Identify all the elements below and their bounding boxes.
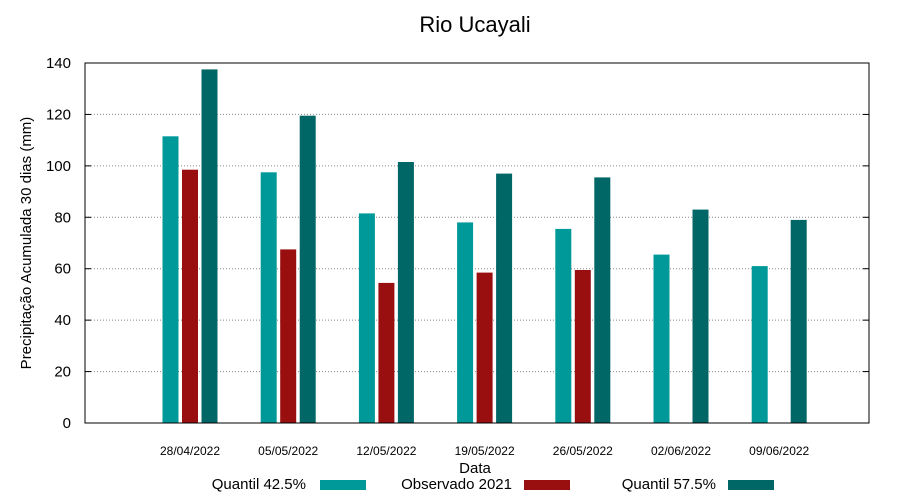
plot-frame <box>84 62 870 424</box>
legend-swatch-1 <box>524 480 570 490</box>
y-tick-label: 40 <box>54 312 71 329</box>
x-tick-label: 26/05/2022 <box>553 444 613 458</box>
bar-1-2 <box>378 282 395 423</box>
legend-swatch-2 <box>728 480 774 490</box>
bar-0-4 <box>555 228 572 423</box>
legend-swatch-0 <box>320 480 366 490</box>
legend-label-0: Quantil 42.5% <box>212 476 306 493</box>
bar-2-5 <box>692 209 709 423</box>
bar-1-0 <box>182 169 198 423</box>
y-tick-label: 120 <box>46 106 71 123</box>
x-tick-label: 12/05/2022 <box>356 444 416 458</box>
bar-2-0 <box>201 69 218 424</box>
bar-2-4 <box>594 177 611 423</box>
legend-label-1: Observado 2021 <box>401 476 512 493</box>
bar-0-3 <box>457 222 474 423</box>
x-tick-label: 19/05/2022 <box>455 444 515 458</box>
x-tick-label: 02/06/2022 <box>651 444 711 458</box>
y-axis-ticks: 0 20 40 60 80 100 120 140 <box>46 55 869 432</box>
y-tick-label: 80 <box>54 209 71 226</box>
bar-0-1 <box>260 172 277 423</box>
x-axis-label: Data <box>459 460 491 477</box>
y-tick-label: 60 <box>54 261 71 278</box>
y-tick-label: 20 <box>54 364 71 381</box>
bar-0-0 <box>162 136 179 424</box>
y-tick-label: 140 <box>46 55 71 72</box>
y-tick-label: 0 <box>63 415 71 432</box>
bar-0-2 <box>358 213 375 423</box>
x-tick-label: 05/05/2022 <box>258 444 318 458</box>
bar-2-3 <box>496 173 513 423</box>
chart-title: Rio Ucayali <box>419 12 530 37</box>
bar-1-4 <box>574 270 591 423</box>
y-axis-label: Precipitação Acumulada 30 dias (mm) <box>18 117 35 370</box>
bar-0-5 <box>653 254 670 423</box>
x-tick-label: 28/04/2022 <box>160 444 220 458</box>
bar-2-1 <box>299 115 316 423</box>
x-tick-label: 09/06/2022 <box>749 444 809 458</box>
y-tick-label: 100 <box>46 158 71 175</box>
bar-2-6 <box>790 219 807 423</box>
bar-2-2 <box>397 162 414 423</box>
x-axis-ticks: 28/04/2022 05/05/2022 12/05/2022 19/05/2022… <box>160 444 810 458</box>
legend-label-2: Quantil 57.5% <box>622 476 716 493</box>
bar-0-6 <box>751 266 768 423</box>
bars <box>162 69 807 424</box>
bar-1-1 <box>280 249 297 423</box>
legend: Quantil 42.5% Observado 2021 Quantil 57.5% <box>212 476 774 493</box>
bar-1-3 <box>476 272 493 423</box>
